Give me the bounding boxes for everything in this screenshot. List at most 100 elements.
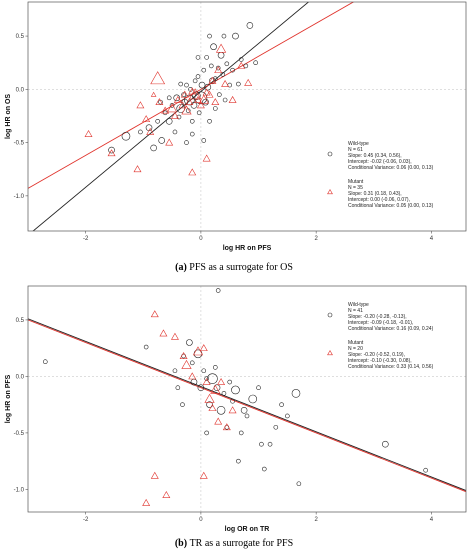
y-tick-label: -0.5: [14, 431, 25, 437]
data-point-triangle: [204, 393, 215, 403]
data-point-circle: [192, 78, 198, 84]
data-point-circle: [267, 441, 273, 447]
data-point-circle: [201, 138, 207, 143]
data-point-circle: [181, 98, 189, 106]
data-point-triangle: [133, 165, 142, 173]
data-point-circle: [176, 114, 182, 120]
data-point-triangle: [202, 88, 211, 96]
panel-caption: (b) TR as a surrogate for PFS: [175, 538, 293, 549]
y-axis-label: log HR on PFS: [5, 374, 12, 423]
data-point-circle: [222, 97, 228, 103]
data-point-triangle: [188, 372, 197, 380]
data-point-circle: [273, 424, 279, 430]
data-point-triangle: [217, 377, 226, 385]
legend-marker-triangle: [327, 349, 333, 356]
x-tick-label: 2: [314, 517, 318, 523]
data-point-triangle: [166, 103, 178, 113]
x-tick-label: -2: [83, 236, 89, 242]
x-tick-label: 0: [199, 236, 203, 242]
x-tick-label: 4: [430, 236, 434, 242]
plot-content: [28, 288, 466, 506]
x-tick-label: 4: [430, 517, 434, 523]
data-point-circle: [175, 385, 181, 391]
x-axis-label: log HR on PFS: [223, 245, 272, 252]
data-point-triangle: [188, 168, 197, 176]
regression-line-circle: [28, 318, 466, 491]
data-point-circle: [208, 63, 214, 69]
data-point-circle: [138, 129, 143, 135]
data-point-circle: [216, 405, 226, 415]
legend-text: Intercept: -0.10 (-0.30, 0.08),: [348, 358, 412, 364]
data-point-triangle: [202, 154, 211, 162]
data-point-circle: [236, 81, 241, 87]
data-point-circle: [217, 92, 222, 97]
data-point-triangle: [155, 98, 164, 106]
data-point-circle: [204, 376, 209, 381]
data-point-circle: [195, 55, 201, 60]
data-point-triangle: [194, 95, 202, 103]
data-point-triangle: [136, 101, 145, 109]
data-point-circle: [240, 406, 248, 414]
data-point-circle: [195, 74, 201, 79]
data-point-circle: [382, 440, 389, 448]
caption-text: TR as a surrogate for PFS: [190, 538, 294, 549]
data-point-triangle: [150, 471, 159, 479]
y-tick-label: 0.5: [16, 318, 25, 324]
data-point-circle: [165, 117, 173, 125]
legend-text: Intercept: -0.09 (-0.18, -0.01),: [348, 320, 413, 326]
data-point-circle: [207, 373, 218, 384]
legend-text: Mutant: [348, 340, 364, 346]
data-point-circle: [221, 33, 227, 39]
data-point-circle: [207, 33, 212, 39]
legend-text: Conditional Variance: 0.06 (0.00, 0.13): [348, 165, 434, 171]
data-point-circle: [180, 402, 185, 407]
panel-a: -2 0 2 4 0.5 0.0 -0.5 -1.0 log HR on PFS log HR o…: [5, 1, 467, 273]
plot-area: [28, 286, 466, 512]
y-tick-label: 0.0: [16, 87, 25, 93]
data-point-circle: [221, 391, 227, 396]
data-point-triangle: [170, 111, 179, 119]
x-tick-label: -2: [83, 517, 89, 523]
data-point-circle: [246, 22, 254, 29]
data-point-circle: [215, 65, 221, 71]
data-point-triangle: [178, 101, 187, 109]
data-point-circle: [296, 481, 302, 487]
data-point-circle: [108, 146, 115, 154]
data-point-triangle: [211, 98, 220, 106]
data-point-circle: [207, 118, 212, 124]
data-point-triangle: [210, 384, 221, 394]
panel-caption: (a) PFS as a surrogate for OS: [175, 262, 293, 273]
legend-text: Slope: 0.31 (0.18, 0.43),: [348, 191, 402, 197]
legend-text: Wild-type: [348, 302, 369, 308]
x-tick-label: 2: [314, 236, 318, 242]
data-point-circle: [238, 430, 244, 436]
data-point-triangle: [146, 127, 155, 135]
legend-text: Mutant: [348, 179, 364, 185]
data-point-circle: [243, 63, 249, 69]
data-point-triangle: [180, 90, 189, 98]
y-axis-label: log HR on OS: [5, 94, 12, 139]
data-point-circle: [172, 129, 178, 135]
plot-frame: [27, 1, 467, 232]
legend-text: Slope: -0.20 (-0.28, -0.13),: [348, 314, 407, 320]
data-point-circle: [173, 94, 180, 102]
data-point-circle: [215, 288, 221, 293]
data-point-circle: [204, 83, 212, 91]
data-point-circle: [238, 57, 244, 62]
data-point-triangle: [221, 79, 230, 87]
data-point-triangle: [222, 423, 231, 431]
data-point-circle: [204, 430, 209, 436]
y-tick-label: -1.0: [14, 194, 25, 200]
data-point-triangle: [173, 95, 182, 103]
data-point-triangle: [208, 76, 217, 84]
data-point-triangle: [162, 490, 171, 498]
data-point-circle: [232, 32, 239, 40]
data-point-triangle: [159, 329, 168, 337]
data-point-triangle: [228, 406, 237, 414]
y-tick-label: 0.5: [16, 34, 25, 40]
data-point-triangle: [179, 352, 188, 359]
caption-letter: (b): [175, 538, 190, 549]
y-tick-label: 0.0: [16, 374, 25, 380]
caption-letter: (a): [175, 262, 189, 273]
